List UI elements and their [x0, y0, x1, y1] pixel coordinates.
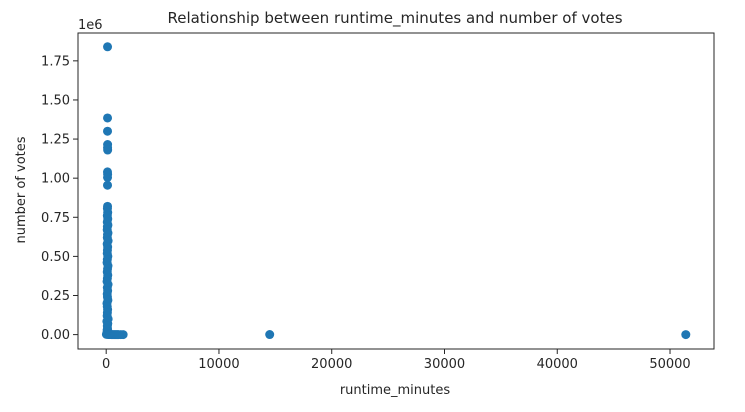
y-tick-label: 1.50 [41, 93, 70, 108]
points-layer [101, 42, 691, 340]
y-tick-label: 1.75 [41, 54, 70, 69]
y-offset-label: 1e6 [78, 18, 103, 33]
x-tick-label: 30000 [424, 357, 465, 372]
x-tick-label: 40000 [537, 357, 578, 372]
x-axis-label: runtime_minutes [340, 383, 451, 398]
data-point-2 [103, 126, 113, 136]
y-ticks: 0.00 0.25 0.50 0.75 1.00 1.25 1.50 1.75 [41, 54, 78, 343]
x-tick-label: 20000 [311, 357, 352, 372]
data-point-8 [103, 172, 113, 182]
data-point-75 [265, 330, 275, 340]
data-point-5 [103, 145, 113, 155]
data-point-76 [681, 330, 691, 340]
chart-title: Relationship between runtime_minutes and… [167, 9, 622, 28]
data-point-1 [103, 113, 113, 123]
y-tick-label: 1.25 [41, 133, 70, 148]
y-tick-label: 0.00 [41, 328, 70, 343]
data-point-74 [118, 330, 128, 340]
y-tick-label: 0.50 [41, 250, 70, 265]
y-axis-label: number of votes [14, 136, 29, 243]
y-tick-label: 0.25 [41, 289, 70, 304]
x-ticks: 0 10000 20000 30000 40000 50000 [102, 349, 691, 372]
y-tick-label: 1.00 [41, 172, 70, 187]
y-tick-label: 0.75 [41, 211, 70, 226]
x-tick-label: 50000 [649, 357, 690, 372]
plot-area-frame [77, 32, 715, 350]
data-point-0 [103, 42, 113, 52]
x-tick-label: 10000 [198, 357, 239, 372]
data-point-9 [103, 180, 113, 190]
x-tick-label: 0 [102, 357, 110, 372]
